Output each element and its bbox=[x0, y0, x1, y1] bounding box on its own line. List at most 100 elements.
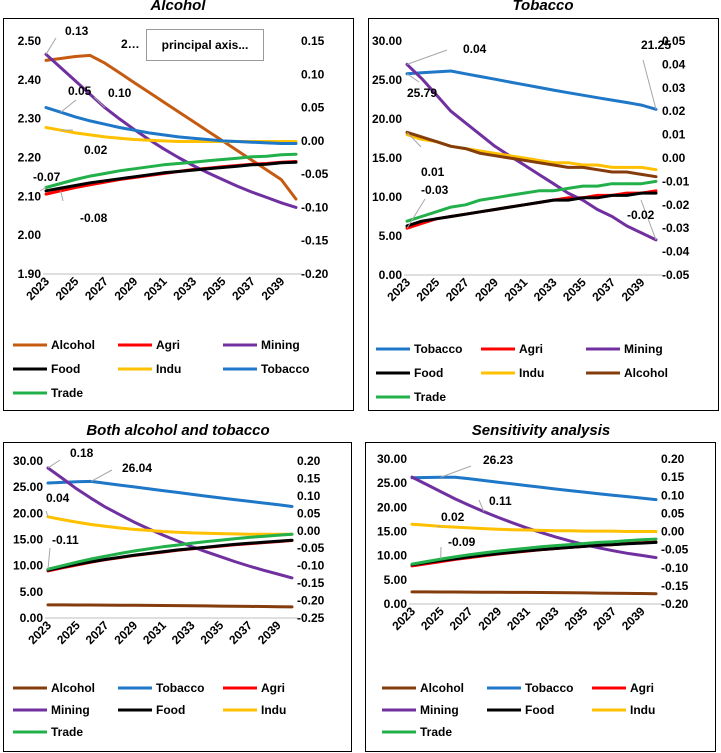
series-line-indu bbox=[46, 515, 294, 536]
x-tick-label: 2025 bbox=[414, 275, 443, 304]
chart-both: Both alcohol and tobacco 0.00 5.00 10.00 15… bbox=[0, 420, 356, 753]
legend-label-agri: Agri bbox=[519, 342, 543, 356]
x-tick-label: 2039 bbox=[255, 618, 284, 647]
y-tick-label: 0.00 bbox=[384, 597, 408, 611]
y-tick-label: 20.00 bbox=[13, 506, 43, 520]
y2-tick-label: 0.00 bbox=[662, 151, 686, 165]
chart-border bbox=[365, 442, 716, 752]
tooltip-text: principal axis... bbox=[161, 38, 249, 52]
data-label: 25.79 bbox=[407, 86, 437, 100]
x-tick-label: 2025 bbox=[53, 274, 82, 303]
series-line-trade bbox=[46, 532, 294, 571]
y-tick-label: 2.40 bbox=[18, 73, 42, 87]
y-tick-label: 30.00 bbox=[377, 452, 407, 466]
legend-label-tobacco: Tobacco bbox=[156, 681, 204, 695]
legend-label-alcohol: Alcohol bbox=[624, 366, 668, 380]
data-label: 21.25 bbox=[641, 38, 671, 52]
x-tick-label: 2033 bbox=[531, 275, 560, 304]
y2-tick-label: 0.05 bbox=[662, 34, 686, 48]
legend-label-alcohol: Alcohol bbox=[51, 681, 95, 695]
data-label: 0.05 bbox=[68, 84, 92, 98]
y2-tick-label: 0.00 bbox=[297, 524, 321, 538]
series-line-alcohol bbox=[46, 603, 294, 609]
chart-border bbox=[368, 18, 719, 411]
y2-tick-label: -0.15 bbox=[297, 576, 325, 590]
y2-tick-label: -0.15 bbox=[301, 234, 329, 248]
y-tick-label: 5.00 bbox=[379, 229, 403, 243]
y-tick-label: 20.00 bbox=[377, 500, 407, 514]
x-tick-label: 2033 bbox=[169, 618, 198, 647]
x-tick-label: 2027 bbox=[447, 604, 476, 633]
series-line-mining bbox=[46, 466, 294, 580]
data-label: 2… bbox=[121, 37, 140, 51]
chart-border bbox=[3, 18, 354, 411]
y2-tick-label: 0.20 bbox=[297, 454, 321, 468]
x-tick-label: 2037 bbox=[589, 275, 618, 304]
y-tick-label: 2.10 bbox=[18, 189, 42, 203]
y2-tick-label: 0.05 bbox=[297, 506, 321, 520]
legend-label-tobacco: Tobacco bbox=[261, 362, 309, 376]
y2-tick-label: 0.05 bbox=[661, 506, 685, 520]
chart-alcohol: Alcohol principal axis... 1.90 2.00 2.10 2.… bbox=[0, 0, 356, 412]
data-label: -0.02 bbox=[627, 208, 655, 222]
legend-label-indu: Indu bbox=[630, 703, 655, 717]
data-label: 0.01 bbox=[421, 165, 445, 179]
y2-tick-label: 0.00 bbox=[301, 134, 325, 148]
y2-tick-label: -0.02 bbox=[662, 198, 690, 212]
legend-label-mining: Mining bbox=[261, 338, 300, 352]
x-tick-label: 2025 bbox=[418, 604, 447, 633]
x-tick-label: 2029 bbox=[112, 274, 141, 303]
x-tick-label: 2039 bbox=[619, 604, 648, 633]
y2-tick-label: -0.10 bbox=[297, 559, 325, 573]
y2-tick-label: -0.15 bbox=[661, 579, 689, 593]
y-tick-label: 5.00 bbox=[20, 585, 44, 599]
y2-tick-label: -0.20 bbox=[297, 594, 325, 608]
series-line-trade bbox=[44, 152, 298, 189]
x-tick-label: 2039 bbox=[619, 275, 648, 304]
data-label: 0.10 bbox=[108, 86, 132, 100]
series-line-tobacco bbox=[46, 479, 294, 508]
legend-label-trade: Trade bbox=[420, 725, 452, 739]
x-tick-label: 2037 bbox=[590, 604, 619, 633]
x-tick-label: 2035 bbox=[560, 275, 589, 304]
y-tick-label: 15.00 bbox=[372, 151, 402, 165]
data-label: -0.08 bbox=[80, 211, 108, 225]
y2-tick-label: -0.05 bbox=[301, 167, 329, 181]
x-tick-label: 2031 bbox=[141, 274, 170, 303]
x-tick-label: 2039 bbox=[259, 274, 288, 303]
x-tick-label: 2027 bbox=[82, 274, 111, 303]
data-label: -0.03 bbox=[421, 183, 449, 197]
x-tick-label: 2027 bbox=[443, 275, 472, 304]
legend-label-indu: Indu bbox=[261, 703, 286, 717]
legend-label-indu: Indu bbox=[156, 362, 181, 376]
chart-svg: 0.00 5.00 10.00 15.00 20.00 25.00 30.00 -0.25 -0… bbox=[13, 446, 325, 739]
legend-label-food: Food bbox=[414, 366, 443, 380]
legend-label-alcohol: Alcohol bbox=[420, 681, 464, 695]
series-line-alcohol bbox=[410, 590, 658, 596]
legend-label-agri: Agri bbox=[630, 681, 654, 695]
y-tick-label: 25.00 bbox=[13, 480, 43, 494]
leader-line bbox=[47, 459, 61, 469]
y-tick-label: 30.00 bbox=[13, 454, 43, 468]
leader-line bbox=[60, 190, 64, 202]
y-tick-label: 30.00 bbox=[372, 34, 402, 48]
legend-label-mining: Mining bbox=[51, 703, 90, 717]
y-tick-label: 15.00 bbox=[13, 533, 43, 547]
legend-label-trade: Trade bbox=[414, 390, 446, 404]
y2-tick-label: 0.03 bbox=[662, 81, 686, 95]
y-tick-label: 2.20 bbox=[18, 151, 42, 165]
legend-label-tobacco: Tobacco bbox=[414, 342, 462, 356]
x-tick-label: 2035 bbox=[562, 604, 591, 633]
y2-tick-label: 0.10 bbox=[297, 489, 321, 503]
chart-title: Both alcohol and tobacco bbox=[86, 422, 270, 439]
y-tick-label: 15.00 bbox=[377, 525, 407, 539]
y2-tick-label: 0.01 bbox=[662, 128, 686, 142]
leader-line bbox=[478, 499, 485, 512]
x-tick-label: 2031 bbox=[502, 275, 531, 304]
chart-svg: 0.00 5.00 10.00 15.00 20.00 25.00 30.00 -0.20 -0… bbox=[377, 452, 689, 739]
x-tick-label: 2027 bbox=[83, 618, 112, 647]
leader-line bbox=[436, 525, 441, 528]
leader-line bbox=[406, 131, 422, 148]
legend-label-indu: Indu bbox=[519, 366, 544, 380]
y2-tick-label: 0.15 bbox=[297, 471, 321, 485]
